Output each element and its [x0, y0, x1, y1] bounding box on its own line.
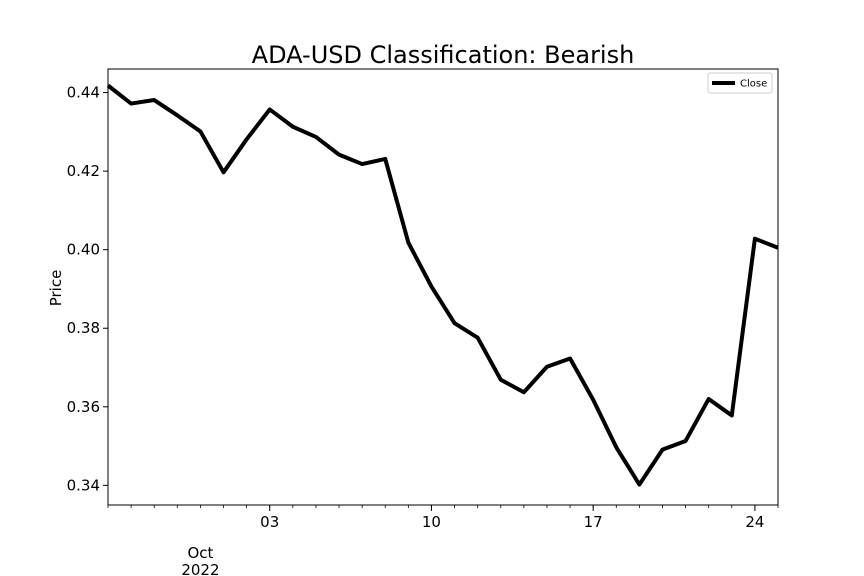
- series-layer: [106, 83, 779, 487]
- plot-frame: [107, 68, 779, 506]
- series-line-close: [106, 83, 779, 487]
- x-month-label: Oct: [187, 544, 213, 562]
- y-tick-label: 0.44: [67, 84, 100, 102]
- x-tick-label: 10: [422, 513, 441, 531]
- y-tick-label: 0.34: [67, 476, 100, 494]
- x-tick-label: 24: [745, 513, 764, 531]
- y-axis: 0.34 0.36 0.38 0.40 0.42 0.44: [67, 84, 108, 494]
- y-tick-label: 0.38: [67, 319, 100, 337]
- x-tick-label: 17: [584, 513, 603, 531]
- legend-entry: Close: [740, 79, 767, 90]
- x-tick-label: 03: [260, 513, 279, 531]
- y-tick-label: 0.40: [67, 241, 100, 259]
- y-tick-label: 0.36: [67, 398, 100, 416]
- legend-box: [707, 72, 773, 94]
- y-tick-label: 0.42: [67, 162, 100, 180]
- legend: Close: [707, 72, 773, 94]
- chart-title: ADA-USD Classification: Bearish: [252, 41, 635, 69]
- y-axis-label: Price: [47, 270, 65, 307]
- x-year-label: 2022: [181, 561, 219, 576]
